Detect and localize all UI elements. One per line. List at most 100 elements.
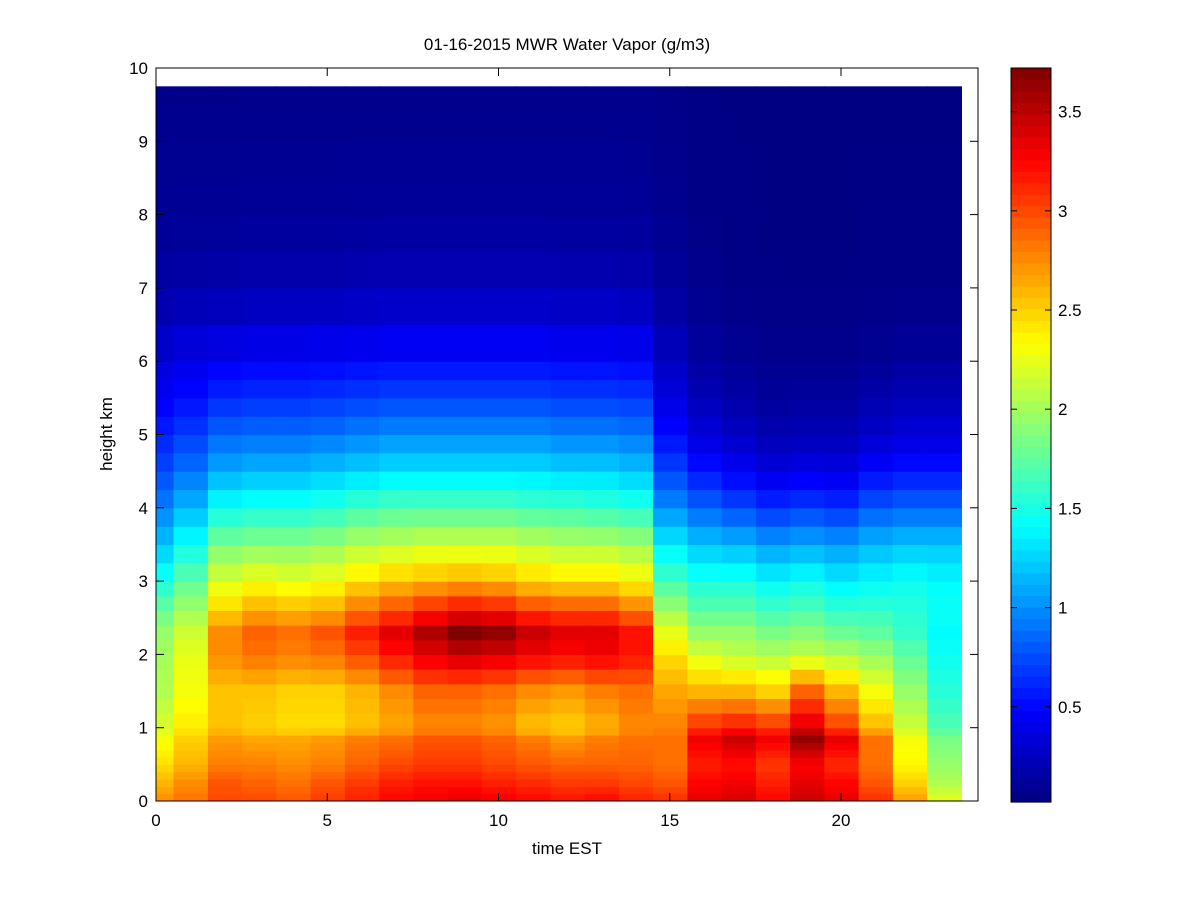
heatmap-cell xyxy=(379,610,414,626)
heatmap-cell xyxy=(516,416,551,436)
heatmap-cell xyxy=(516,683,551,699)
heatmap-cell xyxy=(344,735,380,743)
heatmap-cell xyxy=(242,489,277,509)
heatmap-cell xyxy=(927,526,962,546)
chart-title: 01-16-2015 MWR Water Vapor (g/m3) xyxy=(424,35,710,54)
heatmap-cell xyxy=(824,735,860,743)
colorbar-swatch xyxy=(1011,515,1051,528)
heatmap-cell xyxy=(824,489,860,509)
heatmap-cell xyxy=(516,749,551,758)
heatmap-cell xyxy=(344,581,380,597)
heatmap-cell xyxy=(242,639,277,655)
heatmap-cell xyxy=(207,416,243,436)
heatmap-cell xyxy=(379,735,414,743)
heatmap-cell xyxy=(310,786,346,795)
heatmap-cell xyxy=(858,742,894,751)
heatmap-cell xyxy=(858,452,894,472)
heatmap-cell xyxy=(516,562,551,582)
heatmap-cell xyxy=(413,757,449,765)
heatmap-cell xyxy=(242,771,277,780)
heatmap-cell xyxy=(173,287,209,326)
colorbar-tick-label: 3.5 xyxy=(1058,103,1082,122)
colorbar-swatch xyxy=(1011,469,1051,482)
heatmap-cell xyxy=(618,625,654,641)
heatmap-cell xyxy=(242,595,277,612)
heatmap-cell xyxy=(310,397,346,417)
heatmap-cell xyxy=(755,749,791,758)
heatmap-cell xyxy=(755,764,791,773)
heatmap-cell xyxy=(242,544,277,564)
heatmap-cell xyxy=(790,507,825,527)
heatmap-cell xyxy=(173,654,209,670)
heatmap-cell xyxy=(173,141,209,179)
heatmap-cell xyxy=(755,581,791,597)
colorbar-frame xyxy=(1010,67,1052,803)
heatmap-cell xyxy=(379,764,414,773)
heatmap-cell xyxy=(344,669,380,685)
heatmap-cell xyxy=(721,526,757,546)
heatmap-cell xyxy=(413,683,449,699)
heatmap-cell xyxy=(173,416,209,436)
colorbar-swatch xyxy=(1011,297,1051,310)
heatmap-cell xyxy=(516,654,551,670)
heatmap-cell xyxy=(447,141,483,179)
colorbar-swatch xyxy=(1011,480,1051,493)
heatmap-cell xyxy=(892,581,928,597)
heatmap-cell xyxy=(447,416,483,436)
heatmap-cell xyxy=(584,544,620,564)
heatmap-cell xyxy=(755,683,791,699)
heatmap-cell xyxy=(892,595,928,612)
heatmap-cell xyxy=(516,287,551,326)
heatmap-cell xyxy=(379,507,414,527)
heatmap-cell xyxy=(755,735,791,743)
heatmap-cell xyxy=(276,214,312,252)
heatmap-cell xyxy=(721,595,757,612)
heatmap-cell xyxy=(824,793,860,801)
heatmap-cell xyxy=(858,713,894,729)
heatmap-cell xyxy=(858,434,894,454)
heatmap-cell xyxy=(755,562,791,582)
heatmap-cell xyxy=(653,610,688,626)
heatmap-cell xyxy=(927,654,962,670)
heatmap-cell xyxy=(892,507,928,527)
heatmap-cell xyxy=(584,361,620,381)
heatmap-cell xyxy=(207,683,243,699)
heatmap-cell xyxy=(173,771,209,780)
heatmap-cell xyxy=(447,397,483,417)
heatmap-cell xyxy=(687,581,723,597)
colorbar-swatch xyxy=(1011,377,1051,390)
heatmap-cell xyxy=(242,779,277,787)
heatmap-cell xyxy=(276,742,312,751)
heatmap-cell xyxy=(173,251,209,289)
heatmap-cell xyxy=(858,544,894,564)
heatmap-cell xyxy=(173,683,209,699)
heatmap-cell xyxy=(242,742,277,751)
heatmap-cell xyxy=(207,625,243,641)
heatmap-cell xyxy=(242,471,277,491)
heatmap-cell xyxy=(481,771,517,780)
heatmap-cell xyxy=(584,581,620,597)
heatmap-cell xyxy=(927,104,962,142)
heatmap-cell xyxy=(653,654,688,670)
heatmap-cell xyxy=(156,779,175,787)
heatmap-cell xyxy=(550,654,586,670)
heatmap-cell xyxy=(687,361,723,381)
heatmap-cell xyxy=(550,562,586,582)
heatmap-cell xyxy=(207,361,243,381)
heatmap-cell xyxy=(824,749,860,758)
heatmap-cell xyxy=(156,771,175,780)
heatmap-cell xyxy=(207,764,243,773)
y-tick-label: 6 xyxy=(139,352,148,371)
heatmap-cell xyxy=(892,416,928,436)
heatmap-cell xyxy=(858,416,894,436)
colorbar-swatch xyxy=(1011,182,1051,195)
heatmap-cell xyxy=(481,416,517,436)
heatmap-cell xyxy=(516,793,551,801)
heatmap-cell xyxy=(379,526,414,546)
heatmap-cell xyxy=(173,86,209,106)
heatmap-cell xyxy=(447,735,483,743)
heatmap-cell xyxy=(790,581,825,597)
heatmap-cell xyxy=(927,771,962,780)
heatmap-cell xyxy=(173,104,209,142)
heatmap-cell xyxy=(687,141,723,179)
